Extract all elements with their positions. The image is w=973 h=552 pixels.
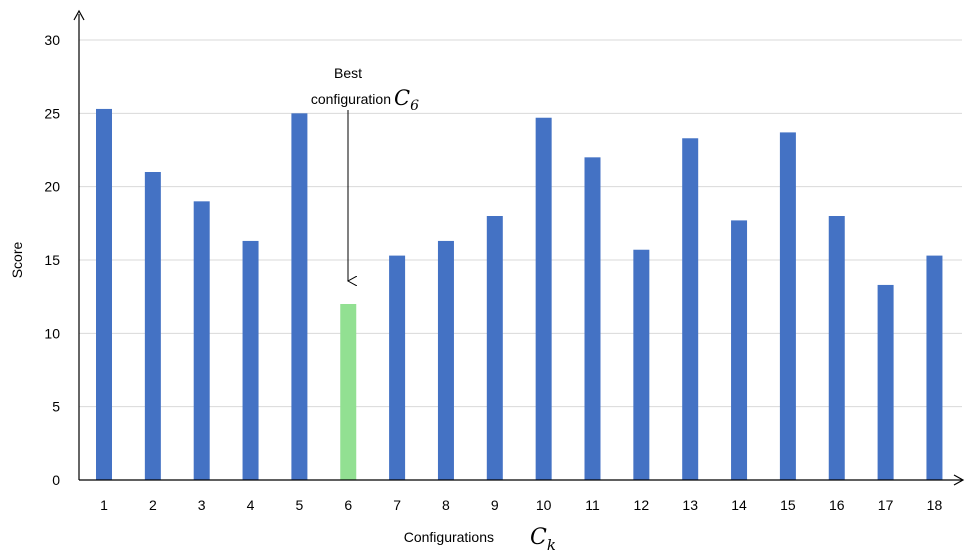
bar (682, 138, 699, 480)
bar (486, 216, 503, 480)
x-tick-label: 3 (198, 497, 206, 513)
y-axis-title: Score (9, 242, 25, 279)
y-tick-labels: 0 5 10 15 20 25 30 (44, 32, 60, 488)
x-axis-symbol: Ck (530, 525, 556, 552)
x-tick-label: 1 (100, 497, 108, 513)
bar (389, 255, 406, 480)
bar (437, 240, 454, 480)
best-configuration-annotation: Best configuration C6 (311, 65, 419, 281)
annotation-symbol: C6 (394, 86, 419, 114)
x-axis-arrow (953, 474, 965, 486)
x-tick-label: 5 (296, 497, 304, 513)
bar (144, 172, 161, 480)
x-tick-label: 14 (731, 497, 747, 513)
x-tick-label: 13 (682, 497, 698, 513)
x-tick-label: 12 (634, 497, 650, 513)
y-tick-label: 20 (44, 179, 60, 195)
bar (291, 113, 308, 480)
bar (779, 132, 796, 480)
x-tick-label: 2 (149, 497, 157, 513)
y-tick-label: 30 (44, 32, 60, 48)
bar (242, 240, 259, 480)
annotation-line1: Best (334, 65, 362, 81)
bar (877, 284, 894, 480)
y-tick-label: 0 (52, 472, 60, 488)
gridlines (79, 39, 962, 408)
bars (96, 108, 943, 481)
bar (731, 220, 748, 480)
x-tick-label: 4 (247, 497, 255, 513)
bar-highlight (340, 304, 357, 480)
bar (633, 249, 650, 480)
annotation-line2: configuration (311, 91, 391, 107)
y-axis-arrow (73, 9, 85, 21)
x-axis-title: Configurations (404, 529, 494, 545)
x-tick-label: 9 (491, 497, 499, 513)
bar (926, 255, 943, 480)
x-tick-label: 6 (344, 497, 352, 513)
y-tick-label: 25 (44, 105, 60, 121)
x-tick-label: 16 (829, 497, 845, 513)
bar (535, 117, 552, 480)
x-tick-label: 10 (536, 497, 552, 513)
y-tick-label: 5 (52, 399, 60, 415)
y-tick-label: 15 (44, 252, 60, 268)
bar (828, 216, 845, 480)
x-tick-label: 7 (393, 497, 401, 513)
x-tick-label: 18 (927, 497, 943, 513)
bar (193, 201, 210, 481)
x-tick-labels: 1 2 3 4 5 6 7 8 9 10 11 12 13 14 15 16 17 18 (100, 497, 942, 513)
x-tick-label: 8 (442, 497, 450, 513)
bar (584, 157, 601, 481)
y-tick-label: 10 (44, 325, 60, 341)
x-tick-label: 15 (780, 497, 796, 513)
bar (96, 108, 112, 480)
x-tick-label: 11 (585, 497, 600, 513)
x-tick-label: 17 (878, 497, 894, 513)
